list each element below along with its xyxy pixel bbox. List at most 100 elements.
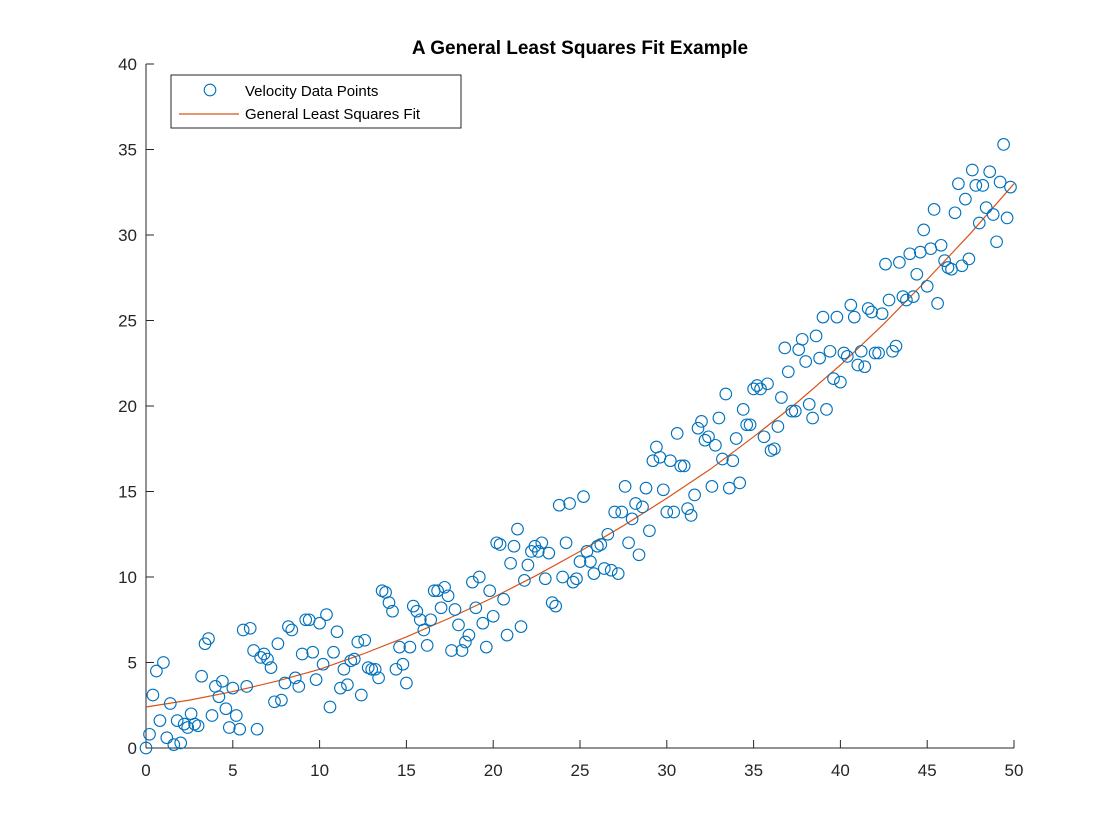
data-point <box>559 536 573 550</box>
x-tick-label: 20 <box>484 761 503 780</box>
x-tick-label: 25 <box>571 761 590 780</box>
data-point <box>250 722 264 736</box>
data-point <box>691 421 705 435</box>
data-point <box>469 601 483 615</box>
data-point <box>983 165 997 179</box>
data-point <box>354 688 368 702</box>
data-point <box>677 459 691 473</box>
data-point <box>858 360 872 374</box>
data-point <box>511 522 524 536</box>
data-point <box>240 680 254 693</box>
x-tick-label: 5 <box>228 761 237 780</box>
data-point <box>518 574 531 587</box>
data-point <box>823 344 837 358</box>
data-point <box>674 459 688 473</box>
data-point <box>538 572 552 586</box>
data-point <box>684 509 698 522</box>
data-point <box>566 575 580 589</box>
data-point <box>462 628 476 642</box>
data-point <box>160 731 174 745</box>
data-point <box>847 310 861 324</box>
data-point <box>233 722 247 736</box>
data-point <box>844 298 858 312</box>
data-point <box>913 245 927 259</box>
data-point <box>920 279 934 293</box>
data-point <box>292 680 306 693</box>
data-point <box>507 539 521 553</box>
data-point <box>320 608 333 621</box>
data-point <box>216 674 229 688</box>
data-point <box>163 697 177 710</box>
data-point <box>990 235 1003 249</box>
data-point <box>695 415 708 428</box>
data-point <box>965 163 979 177</box>
y-tick-label: 20 <box>118 397 137 416</box>
data-point <box>924 242 938 256</box>
fit-layer <box>145 183 1015 708</box>
data-point <box>959 192 972 206</box>
data-point <box>900 293 913 307</box>
data-point <box>660 505 674 519</box>
data-point <box>327 645 340 659</box>
data-point <box>382 596 396 609</box>
data-point <box>594 538 608 551</box>
data-point <box>452 618 465 632</box>
data-point <box>622 536 635 550</box>
data-point <box>393 640 406 654</box>
x-tick-label: 45 <box>918 761 937 780</box>
data-point <box>483 584 497 598</box>
data-point <box>372 671 385 685</box>
y-tick-label: 5 <box>128 654 137 673</box>
data-point <box>698 433 712 447</box>
data-point <box>236 623 250 637</box>
axes <box>145 64 1014 749</box>
data-point <box>719 387 733 401</box>
data-point <box>486 609 500 623</box>
data-point <box>167 738 181 751</box>
y-tick-label: 0 <box>128 739 137 758</box>
data-point <box>295 647 309 661</box>
data-point <box>476 616 490 630</box>
data-point <box>226 681 240 695</box>
x-tick-label: 10 <box>310 761 329 780</box>
data-point <box>337 662 351 676</box>
data-point <box>761 377 774 391</box>
data-point <box>545 596 559 609</box>
data-point <box>330 625 344 639</box>
data-point <box>834 375 847 389</box>
data-point <box>288 671 302 685</box>
data-point <box>615 505 629 519</box>
x-tick-label: 0 <box>141 761 150 780</box>
x-tick-label: 40 <box>831 761 850 780</box>
data-point <box>872 346 885 360</box>
data-point <box>955 259 969 273</box>
data-point <box>222 721 236 734</box>
data-point <box>531 545 545 558</box>
data-point <box>299 613 313 627</box>
data-point <box>396 657 410 671</box>
data-point <box>424 613 438 627</box>
data-point <box>778 341 792 355</box>
data-point <box>785 404 799 418</box>
data-point <box>420 639 434 652</box>
data-point <box>268 695 281 709</box>
data-point <box>493 538 507 551</box>
data-point <box>629 497 642 510</box>
data-point <box>917 223 931 237</box>
data-point <box>827 372 840 385</box>
data-point <box>587 567 601 580</box>
data-point <box>403 640 417 654</box>
data-point <box>611 567 625 580</box>
data-point <box>740 418 754 432</box>
data-point <box>601 527 615 541</box>
data-point <box>934 238 948 252</box>
data-point <box>646 454 660 468</box>
data-point <box>608 505 622 519</box>
data-point <box>139 741 153 755</box>
data-point <box>639 481 653 495</box>
fit-line <box>145 183 1015 708</box>
x-tick-label: 35 <box>744 761 763 780</box>
data-point <box>948 206 962 220</box>
data-point <box>459 635 472 649</box>
data-point <box>417 623 431 637</box>
